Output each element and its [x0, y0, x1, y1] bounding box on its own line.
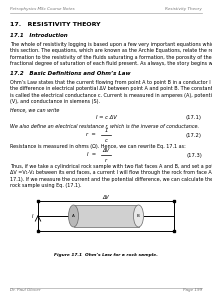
Text: Dr. Paul Glover: Dr. Paul Glover — [10, 288, 41, 292]
Text: (17.2): (17.2) — [186, 133, 202, 137]
Text: Ohm’s Law states that the current flowing from point A to point B in a conductor: Ohm’s Law states that the current flowin… — [10, 80, 212, 104]
Text: Figure 17.1  Ohm’s Law for a rock sample.: Figure 17.1 Ohm’s Law for a rock sample. — [54, 253, 158, 257]
Text: r  =: r = — [86, 133, 96, 137]
Ellipse shape — [68, 205, 78, 227]
Text: 1: 1 — [104, 128, 108, 133]
Text: A: A — [72, 214, 75, 218]
Text: We also define an electrical resistance r, which is the inverse of conductance.: We also define an electrical resistance … — [10, 124, 199, 129]
Text: Resistivity Theory: Resistivity Theory — [165, 7, 202, 11]
Text: 17.   RESISTIVITY THEORY: 17. RESISTIVITY THEORY — [10, 22, 101, 27]
Text: ΔV: ΔV — [102, 148, 110, 152]
Ellipse shape — [134, 205, 144, 227]
Text: Petrophysics MSc Course Notes: Petrophysics MSc Course Notes — [10, 7, 75, 11]
Text: 17.1   Introduction: 17.1 Introduction — [10, 33, 68, 38]
Text: Thus, if we take a cylindrical rock sample with two flat faces A and B, and set : Thus, if we take a cylindrical rock samp… — [10, 164, 212, 188]
Text: c: c — [105, 137, 107, 142]
Text: ΔV: ΔV — [103, 195, 109, 200]
Text: The whole of resistivity logging is based upon a few very important equations wh: The whole of resistivity logging is base… — [10, 42, 212, 66]
Text: (17.1): (17.1) — [186, 115, 202, 120]
Text: I  =: I = — [87, 152, 96, 158]
Text: r: r — [105, 158, 107, 163]
Text: 17.2   Basic Definitions and Ohm’s Law: 17.2 Basic Definitions and Ohm’s Law — [10, 71, 131, 76]
Text: I = c ΔV: I = c ΔV — [96, 115, 116, 120]
Text: (17.3): (17.3) — [186, 152, 202, 158]
Text: Page 199: Page 199 — [183, 288, 202, 292]
Text: B: B — [137, 214, 140, 218]
Text: Resistance is measured in ohms (Ω). Hence, we can rewrite Eq. 17.1 as:: Resistance is measured in ohms (Ω). Henc… — [10, 144, 186, 149]
Text: Hence, we can write: Hence, we can write — [10, 108, 59, 113]
Bar — [74, 205, 138, 227]
Text: I: I — [32, 214, 33, 218]
